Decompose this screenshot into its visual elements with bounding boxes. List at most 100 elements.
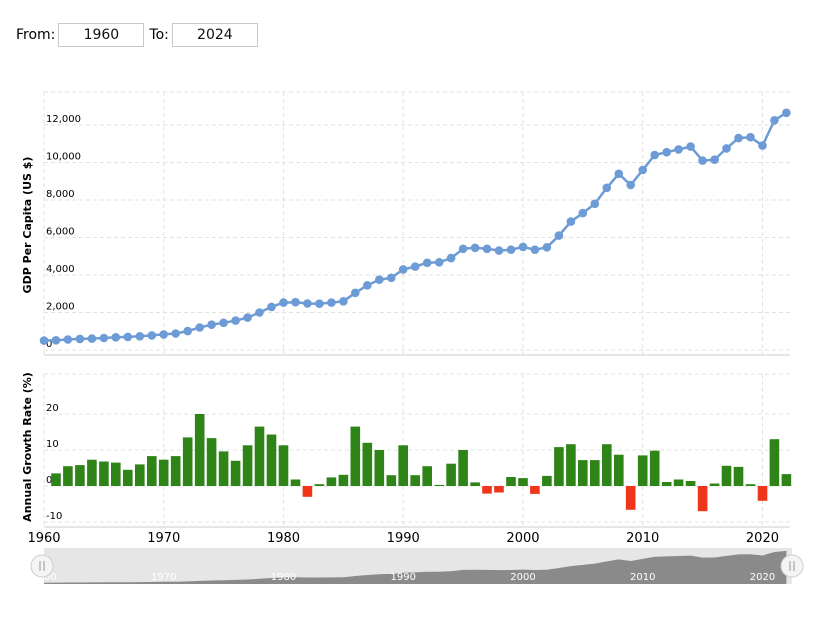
gdp-point (566, 217, 576, 226)
growth-bar (625, 486, 636, 510)
gdp-point (770, 116, 779, 125)
growth-bar (314, 484, 325, 486)
gdp-point (626, 180, 635, 190)
growth-bar (386, 475, 397, 486)
gdp-y-axis: 0 2,000 4,000 6,000 8,000 10,000 12,000 (46, 114, 81, 350)
growth-bar (63, 466, 73, 486)
gdp-point (470, 243, 480, 253)
growth-gridlines (43, 373, 790, 528)
growth-bar (302, 486, 313, 497)
gdp-point (351, 288, 360, 298)
gdp-y-tick-label: 10,000 (46, 152, 81, 163)
gdp-point (243, 313, 252, 322)
gdp-point (530, 245, 540, 254)
gdp-point (123, 332, 133, 342)
growth-bar (602, 444, 612, 486)
growth-bar (398, 445, 408, 486)
growth-bar (218, 451, 229, 486)
navigator-series (44, 550, 787, 584)
gdp-point (87, 334, 97, 343)
navigator-left-handle[interactable] (30, 554, 54, 578)
gdp-y-tick-label: 0 (46, 339, 52, 350)
growth-bar (685, 481, 696, 486)
growth-bar (170, 456, 181, 486)
growth-bar (422, 466, 432, 486)
gdp-y-tick-label: 12,000 (46, 114, 81, 125)
navigator-right-handle[interactable] (780, 554, 804, 578)
gdp-point (63, 335, 73, 344)
from-year-input[interactable]: 1960 (58, 23, 145, 47)
gdp-point (267, 302, 276, 312)
gdp-point (135, 332, 145, 341)
growth-bar (278, 445, 289, 486)
growth-bar (410, 475, 420, 486)
growth-bar (518, 478, 528, 486)
gdp-point (255, 308, 264, 317)
gdp-point (195, 323, 204, 332)
growth-bar (590, 460, 600, 486)
gdp-point (279, 298, 288, 307)
gdp-point (410, 262, 420, 271)
gdp-point (782, 108, 791, 118)
gdp-point (758, 141, 767, 150)
gdp-point (422, 258, 432, 268)
gdp-point (542, 243, 552, 252)
growth-bar (637, 455, 648, 486)
gdp-point (387, 273, 396, 283)
from-label: From: (16, 27, 56, 43)
growth-bar (530, 486, 540, 494)
growth-bar (673, 479, 684, 486)
growth-bar (350, 426, 361, 486)
gdp-line (43, 111, 788, 342)
growth-bar (75, 465, 85, 486)
to-label: To: (149, 27, 169, 43)
navigator-tick-label: 1960 (31, 572, 56, 583)
growth-bar (266, 434, 277, 486)
x-axis: 1960 1970 1980 1990 2000 2010 2020 (27, 531, 779, 546)
gdp-point (183, 326, 192, 336)
growth-y-tick-label: 10 (46, 439, 59, 450)
gdp-point (171, 329, 180, 338)
gdp-point (482, 244, 492, 254)
gdp-point (147, 331, 157, 340)
growth-bar (458, 450, 468, 486)
growth-bar (194, 414, 205, 486)
gdp-point (614, 169, 624, 179)
growth-bar (87, 459, 97, 486)
growth-bar (290, 479, 301, 486)
growth-y-tick-label: 20 (46, 403, 59, 414)
gdp-y-axis-label: GDP Per Capita (US $) (21, 157, 34, 294)
growth-bar (99, 461, 109, 486)
gdp-panel: 0 2,000 4,000 6,000 8,000 10,000 12,000 GDP Pe… (21, 91, 791, 356)
growth-bar (374, 450, 385, 486)
growth-bar (111, 462, 121, 486)
growth-bar (182, 437, 193, 486)
growth-bar (230, 460, 241, 486)
to-year-input[interactable]: 2024 (171, 23, 258, 47)
gdp-point (39, 336, 49, 345)
growth-bar (362, 442, 373, 486)
growth-bar (242, 445, 253, 486)
growth-bar (769, 439, 780, 486)
gdp-point (674, 145, 683, 154)
growth-bar (506, 477, 516, 486)
x-tick-label: 1960 (27, 531, 60, 546)
range-navigator[interactable]: 1960 1970 1980 1990 2000 2010 2020 (30, 548, 804, 584)
growth-bar (649, 450, 660, 486)
gdp-point (590, 199, 600, 209)
gdp-point (434, 258, 444, 267)
growth-bar (781, 474, 792, 486)
growth-series (51, 414, 792, 512)
x-tick-label: 1970 (147, 531, 180, 546)
growth-bar (614, 454, 624, 486)
growth-y-tick-label: -10 (46, 511, 62, 522)
growth-bar (470, 482, 480, 486)
gdp-y-tick-label: 4,000 (46, 264, 75, 275)
date-range-controls: From: 1960 To: 2024 (16, 22, 258, 48)
gdp-point (339, 297, 348, 306)
growth-bar (733, 466, 744, 486)
gdp-gridlines (43, 91, 790, 356)
gdp-point (207, 320, 216, 330)
growth-bar (566, 444, 576, 486)
